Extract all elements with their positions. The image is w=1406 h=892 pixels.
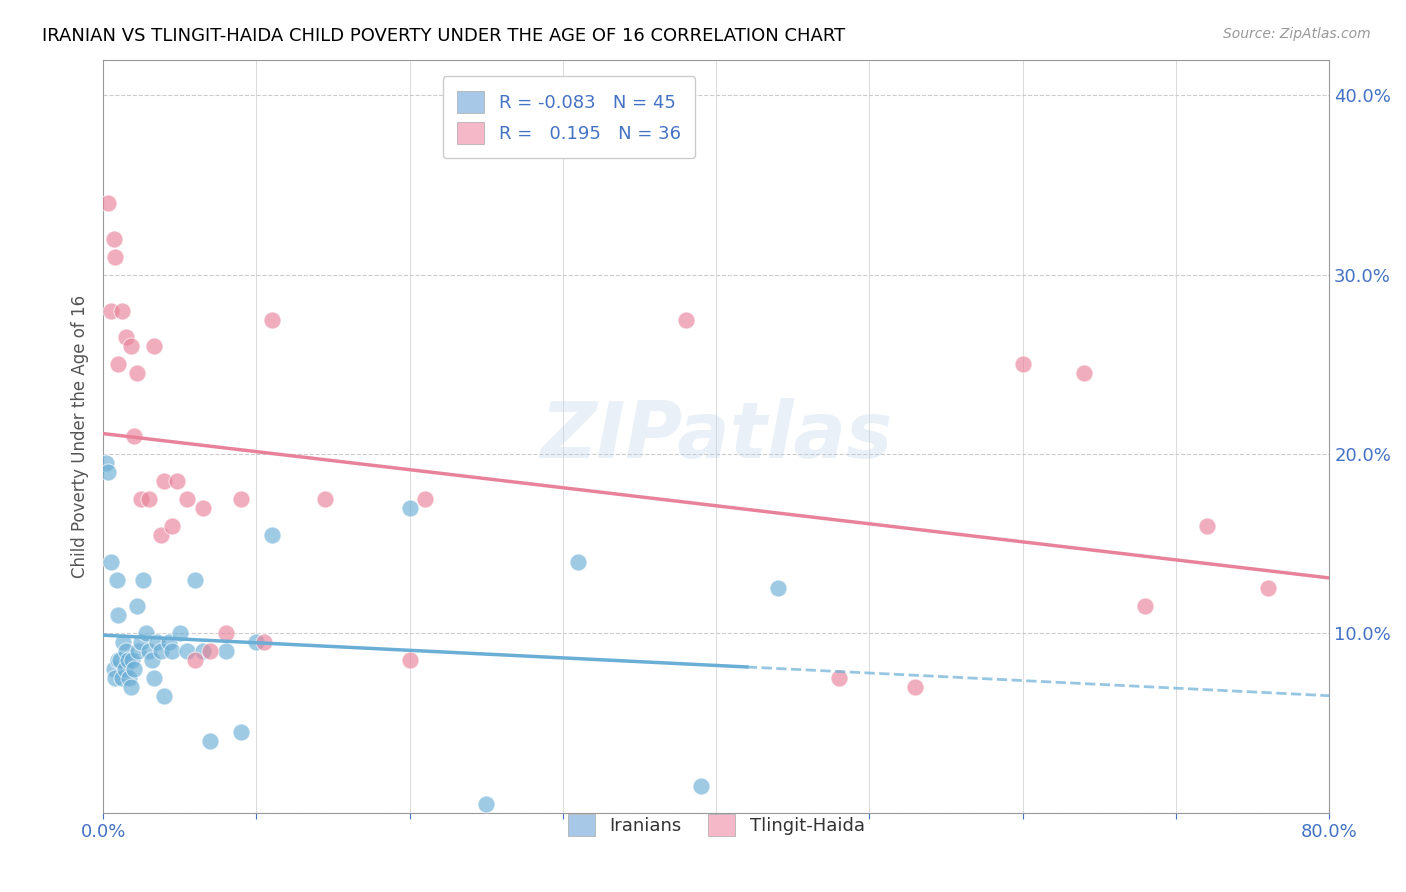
Point <box>120 339 142 353</box>
Point <box>97 196 120 211</box>
Point <box>142 339 165 353</box>
Point <box>314 491 336 506</box>
Point <box>141 653 163 667</box>
Point <box>118 671 141 685</box>
Point <box>97 465 120 479</box>
Point <box>166 474 188 488</box>
Point <box>122 429 145 443</box>
Point <box>160 644 183 658</box>
Point <box>135 626 157 640</box>
Point <box>215 626 238 640</box>
Text: ZIPatlas: ZIPatlas <box>540 398 893 474</box>
Point <box>398 653 420 667</box>
Point <box>260 527 283 541</box>
Point <box>146 635 169 649</box>
Point <box>413 491 436 506</box>
Point <box>131 491 153 506</box>
Point <box>475 797 498 811</box>
Point <box>104 250 127 264</box>
Point <box>689 779 711 793</box>
Point <box>191 500 214 515</box>
Point <box>110 303 132 318</box>
Point <box>131 635 153 649</box>
Point <box>176 644 198 658</box>
Text: Source: ZipAtlas.com: Source: ZipAtlas.com <box>1223 27 1371 41</box>
Point <box>229 725 252 739</box>
Point <box>107 653 129 667</box>
Point <box>150 527 173 541</box>
Point <box>107 608 129 623</box>
Point <box>100 555 122 569</box>
Point <box>184 573 207 587</box>
Point <box>828 671 851 685</box>
Point <box>138 644 160 658</box>
Point <box>110 671 132 685</box>
Point <box>176 491 198 506</box>
Point <box>105 573 128 587</box>
Point <box>215 644 238 658</box>
Point <box>107 357 129 371</box>
Point <box>260 312 283 326</box>
Point <box>1195 518 1218 533</box>
Point <box>567 555 589 569</box>
Point <box>160 518 183 533</box>
Point <box>398 500 420 515</box>
Point <box>200 734 222 748</box>
Point <box>132 573 155 587</box>
Point <box>1135 599 1157 614</box>
Point <box>184 653 207 667</box>
Point <box>229 491 252 506</box>
Point <box>114 662 136 676</box>
Point <box>138 491 160 506</box>
Point <box>142 671 165 685</box>
Point <box>108 653 131 667</box>
Point <box>253 635 276 649</box>
Point <box>675 312 697 326</box>
Point <box>112 635 135 649</box>
Point <box>157 635 180 649</box>
Point <box>245 635 267 649</box>
Point <box>103 662 125 676</box>
Point <box>169 626 191 640</box>
Point <box>100 303 122 318</box>
Point <box>96 456 118 470</box>
Point <box>1011 357 1033 371</box>
Point <box>122 662 145 676</box>
Point <box>1257 582 1279 596</box>
Point <box>104 671 127 685</box>
Point <box>103 232 125 246</box>
Point <box>150 644 173 658</box>
Point <box>191 644 214 658</box>
Point <box>766 582 789 596</box>
Point <box>121 653 143 667</box>
Point <box>153 689 176 703</box>
Point <box>153 474 176 488</box>
Point <box>117 653 139 667</box>
Point <box>115 330 138 344</box>
Point <box>125 599 148 614</box>
Y-axis label: Child Poverty Under the Age of 16: Child Poverty Under the Age of 16 <box>72 294 89 578</box>
Point <box>120 680 142 694</box>
Point <box>200 644 222 658</box>
Point <box>904 680 927 694</box>
Legend: Iranians, Tlingit-Haida: Iranians, Tlingit-Haida <box>558 805 875 845</box>
Text: IRANIAN VS TLINGIT-HAIDA CHILD POVERTY UNDER THE AGE OF 16 CORRELATION CHART: IRANIAN VS TLINGIT-HAIDA CHILD POVERTY U… <box>42 27 845 45</box>
Point <box>127 644 149 658</box>
Point <box>1073 367 1095 381</box>
Point <box>115 644 138 658</box>
Point <box>125 367 148 381</box>
